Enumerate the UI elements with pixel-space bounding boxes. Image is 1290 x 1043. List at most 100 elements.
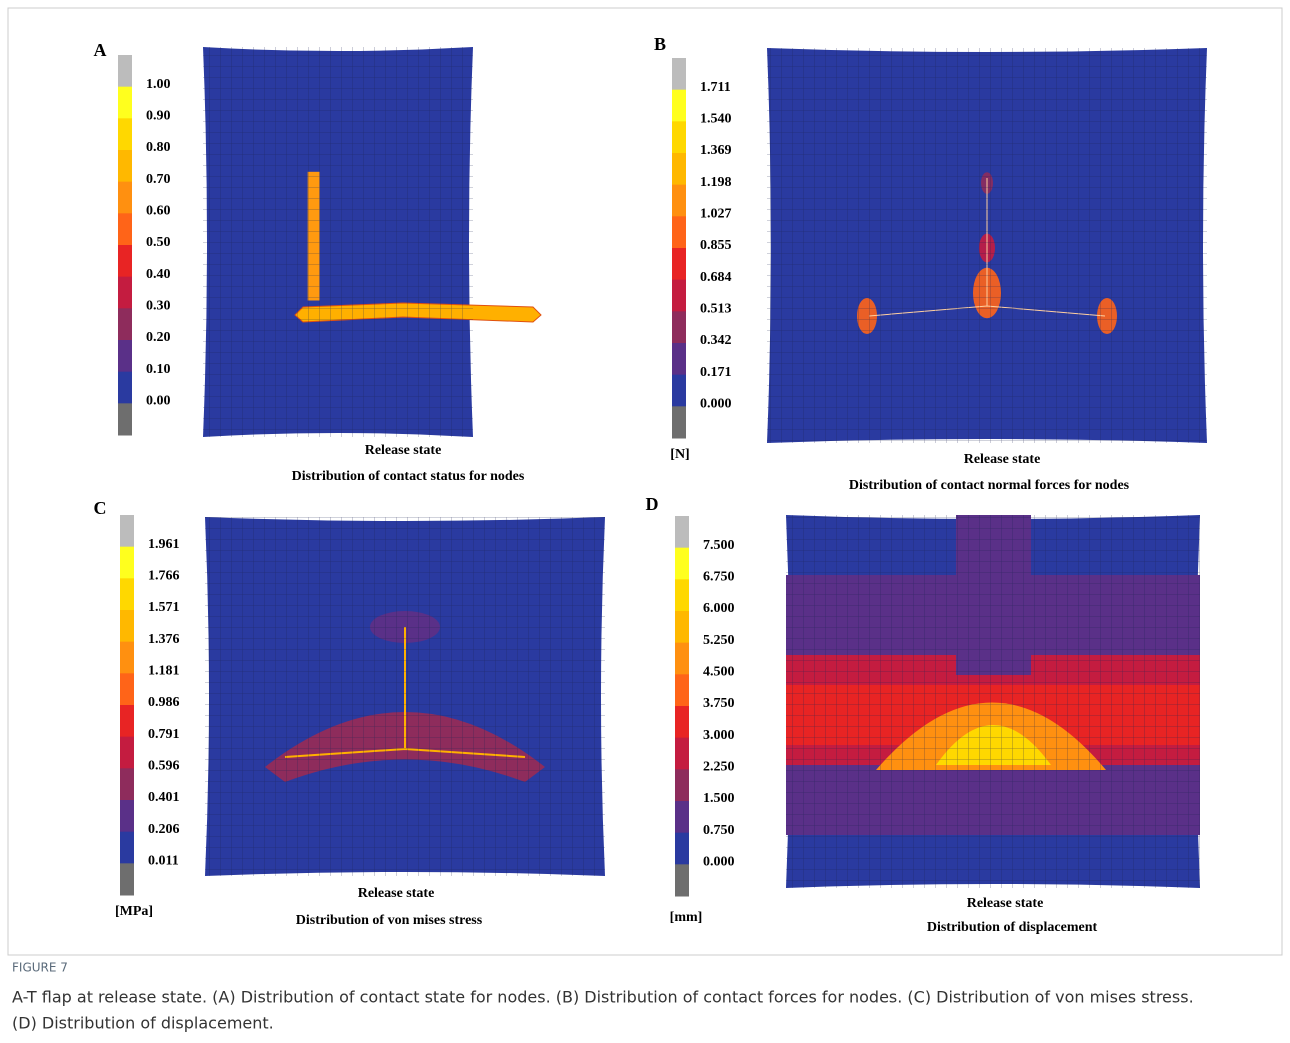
colorbar-segment bbox=[118, 213, 132, 246]
panel-letter: C bbox=[94, 498, 107, 518]
colorbar-label: 1.369 bbox=[700, 143, 732, 158]
mesh-grid bbox=[205, 517, 605, 876]
unit-label: [N] bbox=[670, 447, 689, 462]
colorbar-label: 1.571 bbox=[148, 600, 180, 615]
colorbar-label: 3.000 bbox=[703, 728, 735, 743]
colorbar-segment bbox=[675, 642, 689, 675]
colorbar-segment bbox=[118, 86, 132, 119]
colorbar-segment bbox=[120, 705, 134, 738]
colorbar-segment bbox=[675, 801, 689, 834]
panel: B 1.711 1.540 1.369 1.198 1.027 0.855 0.684 0.51… bbox=[654, 34, 1207, 493]
colorbar-segment bbox=[120, 800, 134, 833]
colorbar-label: 0.00 bbox=[146, 394, 171, 409]
colorbar-label: 6.750 bbox=[703, 570, 735, 585]
colorbar-label: 1.540 bbox=[700, 112, 732, 127]
unit-label: [MPa] bbox=[115, 904, 153, 919]
figure-border bbox=[7, 7, 1283, 956]
colorbar-segment bbox=[675, 769, 689, 802]
colorbar-label: 0.20 bbox=[146, 330, 171, 345]
colorbar-label: 0.513 bbox=[700, 302, 732, 317]
panel: A 1.00 0.90 0.80 0.70 0.60 0.50 0.40 0.30 0.20 0.1… bbox=[94, 40, 542, 484]
colorbar-segment bbox=[672, 153, 686, 186]
colorbar-segment bbox=[675, 737, 689, 770]
colorbar-label: 0.401 bbox=[148, 790, 180, 805]
panel-letter: A bbox=[94, 40, 107, 60]
colorbar-label: 1.376 bbox=[148, 632, 180, 647]
colorbar-segment bbox=[118, 403, 132, 436]
colorbar-label: 0.596 bbox=[148, 759, 180, 774]
mesh-grid bbox=[203, 47, 473, 437]
mesh-grid bbox=[767, 48, 1207, 443]
state-label: Release state bbox=[365, 443, 442, 458]
colorbar-segment bbox=[118, 340, 132, 373]
colorbar-segment bbox=[672, 216, 686, 249]
colorbar-label: 1.00 bbox=[146, 77, 171, 92]
colorbar-segment bbox=[675, 611, 689, 644]
colorbar-label: 0.750 bbox=[703, 823, 735, 838]
colorbar-label: 1.500 bbox=[703, 791, 735, 806]
colorbar-label: 0.011 bbox=[148, 854, 179, 869]
colorbar-label: 1.766 bbox=[148, 569, 180, 584]
colorbar-segment bbox=[120, 546, 134, 579]
colorbar-segment bbox=[120, 863, 134, 896]
colorbar-segment bbox=[120, 736, 134, 769]
panel-title: Distribution of contact normal forces fo… bbox=[849, 478, 1130, 493]
colorbar-segment bbox=[120, 768, 134, 801]
colorbar-label: 1.027 bbox=[700, 207, 732, 222]
colorbar-label: 0.50 bbox=[146, 235, 171, 250]
colorbar-segment bbox=[675, 516, 689, 549]
colorbar-segment bbox=[672, 374, 686, 407]
colorbar-segment bbox=[672, 121, 686, 154]
caption-line: (D) Distribution of displacement. bbox=[12, 1014, 274, 1033]
colorbar-segment bbox=[675, 864, 689, 897]
colorbar-segment bbox=[118, 276, 132, 309]
colorbar-label: 5.250 bbox=[703, 633, 735, 648]
panel-title: Distribution of contact status for nodes bbox=[292, 469, 525, 484]
colorbar-segment bbox=[120, 578, 134, 611]
panel-title: Distribution of displacement bbox=[927, 920, 1098, 935]
colorbar-segment bbox=[120, 515, 134, 548]
colorbar-label: 1.961 bbox=[148, 537, 180, 552]
colorbar-label: 1.181 bbox=[148, 664, 180, 679]
figure-label: FIGURE 7 bbox=[12, 961, 68, 975]
colorbar-label: 0.684 bbox=[700, 270, 732, 285]
colorbar-segment bbox=[675, 832, 689, 865]
colorbar-label: 0.342 bbox=[700, 333, 732, 348]
colorbar-label: 0.986 bbox=[148, 695, 180, 710]
colorbar-segment bbox=[118, 308, 132, 341]
colorbar-segment bbox=[118, 371, 132, 404]
panel: D 7.500 6.750 6.000 5.250 4.500 3.750 3.000 2.25… bbox=[646, 494, 1200, 935]
colorbar-segment bbox=[118, 245, 132, 278]
colorbar-label: 0.206 bbox=[148, 822, 180, 837]
colorbar-segment bbox=[675, 579, 689, 612]
colorbar-label: 0.791 bbox=[148, 727, 180, 742]
colorbar-label: 0.70 bbox=[146, 172, 171, 187]
colorbar-label: 0.60 bbox=[146, 204, 171, 219]
colorbar-segment bbox=[675, 674, 689, 707]
colorbar-label: 7.500 bbox=[703, 538, 735, 553]
colorbar-segment bbox=[672, 89, 686, 122]
colorbar-segment bbox=[120, 641, 134, 674]
colorbar-segment bbox=[672, 184, 686, 217]
mesh-grid bbox=[786, 515, 1200, 888]
colorbar-segment bbox=[672, 248, 686, 281]
colorbar-segment bbox=[672, 406, 686, 439]
colorbar-segment bbox=[675, 547, 689, 580]
colorbar-segment bbox=[120, 673, 134, 706]
state-label: Release state bbox=[967, 896, 1044, 911]
colorbar-label: 0.40 bbox=[146, 267, 171, 282]
colorbar-segment bbox=[118, 150, 132, 183]
colorbar-label: 1.198 bbox=[700, 175, 732, 190]
colorbar-label: 4.500 bbox=[703, 665, 735, 680]
colorbar-segment bbox=[118, 181, 132, 214]
state-label: Release state bbox=[964, 452, 1041, 467]
panel: C 1.961 1.766 1.571 1.376 1.181 0.986 0.791 0.59… bbox=[94, 498, 605, 928]
caption-line: A-T flap at release state. (A) Distribut… bbox=[12, 988, 1194, 1007]
panel-letter: B bbox=[654, 34, 666, 54]
colorbar-segment bbox=[672, 279, 686, 312]
colorbar-label: 6.000 bbox=[703, 601, 735, 616]
colorbar-segment bbox=[672, 311, 686, 344]
unit-label: [mm] bbox=[670, 910, 703, 925]
colorbar-label: 0.000 bbox=[700, 397, 732, 412]
panel-letter: D bbox=[646, 494, 659, 514]
